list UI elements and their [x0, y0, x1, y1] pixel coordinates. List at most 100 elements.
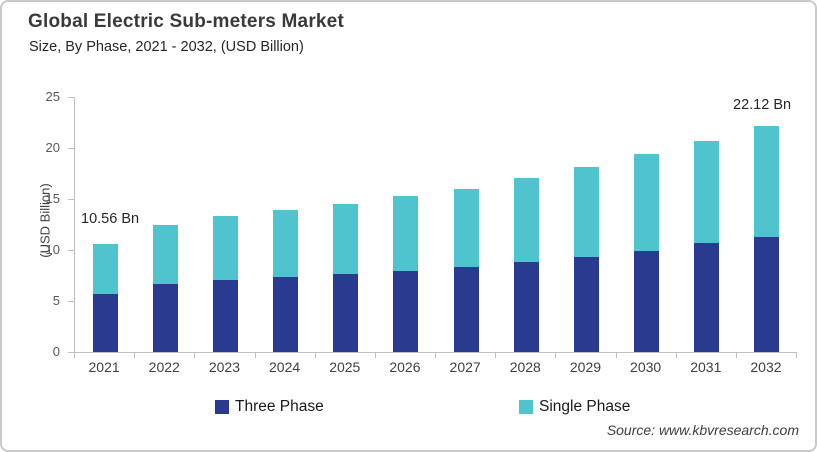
- stacked-bar-2027: [453, 188, 479, 352]
- bar-segment-single-phase: [273, 209, 299, 278]
- x-tick-label-2026: 2026: [389, 359, 421, 375]
- x-tick-mark: [555, 353, 557, 358]
- stacked-bar-2024: [273, 209, 299, 352]
- stacked-bar-2030: [634, 154, 660, 352]
- legend-label: Three Phase: [235, 398, 324, 415]
- x-tick-mark: [675, 353, 677, 358]
- y-tick-label-20: 20: [45, 140, 60, 155]
- x-tick-label-2023: 2023: [208, 359, 240, 375]
- bar-segment-three-phase: [513, 262, 539, 352]
- bar-segment-three-phase: [453, 267, 479, 352]
- bar-slot-2022: [135, 97, 195, 352]
- y-tick-label-0: 0: [52, 344, 60, 359]
- bar-segment-single-phase: [393, 196, 419, 272]
- bar-slot-2026: [376, 97, 436, 352]
- annotation-last-bar: 22.12 Bn: [733, 97, 792, 113]
- legend-swatch-icon: [215, 400, 229, 414]
- bar-segment-three-phase: [754, 237, 780, 352]
- annotation-first-bar: 10.56 Bn: [81, 211, 140, 227]
- x-tick-label-2027: 2027: [449, 359, 481, 375]
- legend: Three Phase Single Phase: [2, 398, 815, 422]
- x-tick-mark: [254, 353, 256, 358]
- bar-slot-2028: [496, 97, 556, 352]
- legend-item-three-phase: Three Phase: [215, 398, 324, 416]
- bar-segment-three-phase: [573, 257, 599, 352]
- y-tick-mark: [68, 199, 74, 200]
- y-tick-label-15: 15: [45, 191, 60, 206]
- bar-segment-single-phase: [573, 167, 599, 258]
- bar-segment-three-phase: [152, 284, 178, 352]
- bar-segment-single-phase: [212, 215, 238, 281]
- x-tick-label-2022: 2022: [148, 359, 180, 375]
- x-tick-label-2024: 2024: [269, 359, 301, 375]
- stacked-bar-2026: [393, 196, 419, 352]
- x-tick-label-2031: 2031: [690, 359, 722, 375]
- stacked-bar-2023: [212, 215, 238, 352]
- bar-segment-three-phase: [333, 274, 359, 352]
- x-tick-mark: [374, 353, 376, 358]
- stacked-bar-2031: [694, 140, 720, 352]
- bar-slot-2029: [556, 97, 616, 352]
- x-tick-label-2025: 2025: [329, 359, 361, 375]
- y-tick-mark: [68, 301, 74, 302]
- x-tick-label-2029: 2029: [569, 359, 602, 375]
- x-tick-mark: [735, 353, 737, 358]
- x-axis-labels: 2021 2022 2023 2024 2025 2026 2027 2028 2029 2030…: [74, 359, 796, 375]
- plot-area: [74, 97, 797, 353]
- legend-item-single-phase: Single Phase: [519, 398, 630, 416]
- y-tick-mark: [68, 250, 74, 251]
- bar-slot-2023: [195, 97, 255, 352]
- bar-segment-single-phase: [754, 126, 780, 238]
- x-tick-mark: [615, 353, 617, 358]
- stacked-bar-2028: [513, 177, 539, 352]
- x-tick-mark: [194, 353, 196, 358]
- stacked-bar-2029: [573, 167, 599, 352]
- y-tick-mark: [68, 97, 74, 98]
- bar-slot-2027: [436, 97, 496, 352]
- bar-segment-single-phase: [333, 204, 359, 275]
- stacked-bar-2021: [92, 244, 118, 352]
- y-tick-mark: [68, 148, 74, 149]
- x-tick-label-2032: 2032: [750, 359, 782, 375]
- bar-segment-single-phase: [152, 224, 178, 285]
- x-tick-label-2030: 2030: [630, 359, 662, 375]
- y-tick-label-5: 5: [52, 293, 60, 308]
- bar-slot-2030: [617, 97, 677, 352]
- bar-slot-2025: [316, 97, 376, 352]
- stacked-bar-2032: [754, 126, 780, 352]
- y-tick-label-25: 25: [45, 89, 60, 104]
- bar-segment-three-phase: [694, 243, 720, 352]
- x-tick-label-2028: 2028: [509, 359, 541, 375]
- bar-slot-2031: [677, 97, 737, 352]
- stacked-bar-2025: [333, 204, 359, 352]
- bar-segment-three-phase: [92, 294, 118, 352]
- bar-segment-single-phase: [694, 140, 720, 244]
- stacked-bar-2022: [152, 224, 178, 352]
- bar-slot-2021: [75, 97, 135, 352]
- y-tick-mark: [68, 352, 74, 353]
- legend-swatch-icon: [519, 400, 533, 414]
- x-tick-label-2021: 2021: [88, 359, 120, 375]
- x-tick-mark: [435, 353, 436, 358]
- x-tick-mark: [495, 353, 497, 358]
- bar-segment-single-phase: [513, 177, 539, 263]
- bar-segment-three-phase: [393, 271, 419, 352]
- bar-slot-2024: [256, 97, 316, 352]
- source-text: Source: www.kbvresearch.com: [606, 422, 799, 438]
- bar-slot-2032: [737, 97, 797, 352]
- bar-segment-three-phase: [273, 277, 299, 352]
- x-tick-mark: [314, 353, 316, 358]
- bar-segment-three-phase: [634, 250, 660, 352]
- bar-segment-three-phase: [212, 280, 238, 352]
- bar-segment-single-phase: [634, 154, 660, 251]
- x-tick-mark: [74, 353, 75, 358]
- page-title: Global Electric Sub-meters Market: [28, 11, 344, 32]
- bar-segment-single-phase: [453, 188, 479, 268]
- x-tick-mark: [796, 353, 797, 358]
- y-tick-label-10: 10: [45, 242, 60, 257]
- page-subtitle: Size, By Phase, 2021 - 2032, (USD Billio…: [29, 39, 304, 55]
- legend-label: Single Phase: [539, 398, 631, 415]
- bar-segment-single-phase: [92, 244, 118, 295]
